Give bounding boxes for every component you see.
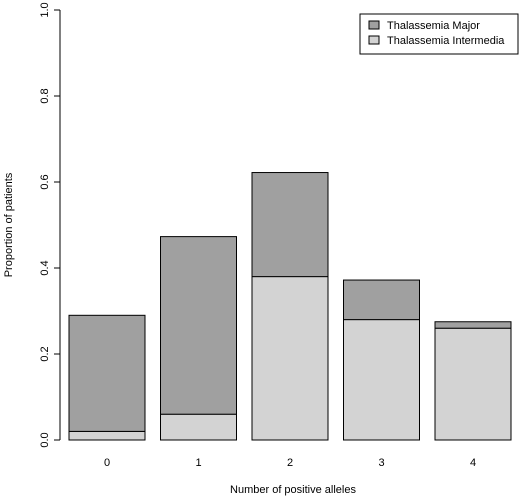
x-tick-label: 4 <box>470 457 476 469</box>
x-tick-label: 0 <box>104 457 110 469</box>
legend-label: Thalassemia Intermedia <box>387 35 505 47</box>
y-axis-title: Proportion of patients <box>3 172 15 277</box>
x-axis-title: Number of positive alleles <box>230 484 356 496</box>
y-tick-label: 1.0 <box>39 2 51 17</box>
legend-swatch <box>368 35 380 45</box>
bars-group <box>68 172 512 441</box>
y-tick-label: 0.0 <box>39 432 51 447</box>
bar-segment-2-intermedia <box>251 276 329 441</box>
y-tick-label: 0.4 <box>39 260 51 275</box>
x-tick-label: 2 <box>287 457 293 469</box>
x-tick-label: 1 <box>195 457 201 469</box>
legend-box <box>359 13 519 55</box>
bar-segment-1-intermedia <box>160 413 237 441</box>
x-axis: 0 1 2 3 4 <box>104 457 476 469</box>
x-tick-label: 3 <box>378 457 384 469</box>
bar-segment-0-intermedia <box>68 430 146 441</box>
bar-segment-4-intermedia <box>434 327 512 441</box>
legend-label: Thalassemia Major <box>387 20 480 32</box>
bar-segment-2-major <box>251 172 329 278</box>
y-tick-label: 0.6 <box>39 174 51 189</box>
bar-segment-1-major <box>160 236 237 415</box>
y-tick-label: 0.8 <box>39 88 51 103</box>
y-axis: 0.0 0.2 0.4 0.6 0.8 1.0 <box>39 2 61 448</box>
bar-segment-0-major <box>68 314 146 432</box>
bar-segment-3-major <box>343 279 420 321</box>
bar-segment-3-intermedia <box>343 319 420 441</box>
legend: Thalassemia Major Thalassemia Intermedia <box>359 13 519 55</box>
bar-segment-4-major <box>434 321 512 329</box>
y-tick-label: 0.2 <box>39 346 51 361</box>
legend-swatch <box>368 20 380 30</box>
